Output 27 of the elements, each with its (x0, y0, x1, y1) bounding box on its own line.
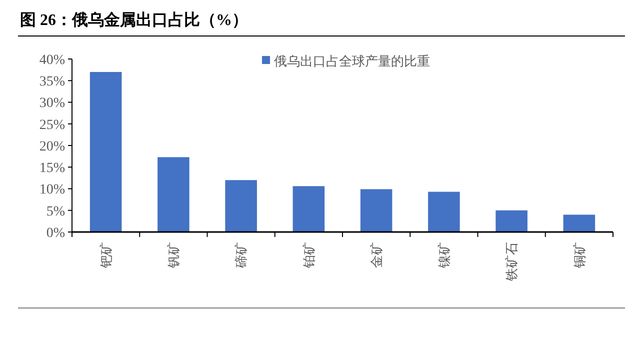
bar (428, 192, 460, 232)
legend-label: 俄乌出口占全球产量的比重 (274, 54, 430, 69)
x-tick-label: 碲矿 (234, 242, 249, 269)
bar (292, 186, 325, 232)
x-tick-label: 铂矿 (301, 242, 316, 269)
bar (158, 157, 190, 232)
bar (360, 189, 392, 232)
y-tick-label: 5% (46, 204, 66, 220)
y-tick-label: 35% (39, 74, 66, 90)
x-tick-label: 铜矿 (572, 242, 587, 269)
y-tick-label: 20% (39, 139, 66, 154)
x-tick-label: 铁矿石 (504, 242, 520, 282)
bar (496, 210, 528, 232)
x-tick-label: 镍矿 (436, 242, 452, 269)
chart-title: 图 26：俄乌金属出口占比（%） (20, 11, 248, 29)
x-tick-label: 金矿 (368, 242, 384, 268)
y-tick-label: 40% (39, 52, 66, 68)
y-tick-label: 10% (39, 182, 66, 198)
x-tick-label: 钒矿 (166, 242, 181, 269)
y-tick-label: 30% (39, 96, 66, 112)
y-tick-label: 15% (39, 161, 66, 176)
x-tick-label: 钯矿 (98, 242, 114, 269)
bar (90, 72, 122, 232)
y-tick-label: 25% (39, 118, 66, 133)
bar (225, 180, 257, 232)
bar (563, 214, 596, 232)
y-tick-label: 0% (46, 226, 66, 241)
